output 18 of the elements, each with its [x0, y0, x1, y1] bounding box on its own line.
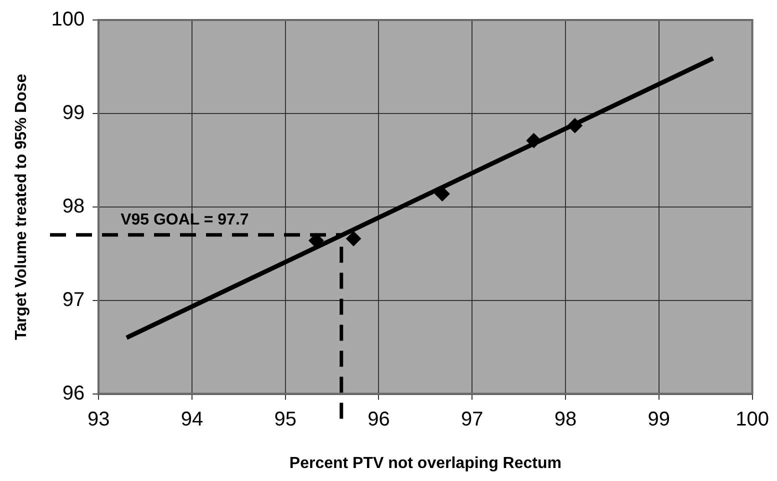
- x-tick-label: 95: [274, 408, 296, 430]
- point: [346, 231, 362, 246]
- x-tick-label: 96: [368, 408, 390, 430]
- point: [526, 133, 542, 148]
- y-tick-label: 99: [62, 102, 85, 124]
- y-axis-title: Target Volume treated to 95% Dose: [13, 74, 30, 340]
- x-tick-label: 94: [180, 408, 204, 430]
- x-tick-label: 93: [87, 408, 110, 430]
- y-tick-label: 100: [51, 8, 85, 31]
- x-tick-label: 97: [461, 408, 484, 430]
- x-axis-title: Percent PTV not overlaping Rectum: [289, 454, 562, 472]
- x-tick-label: 100: [736, 408, 770, 430]
- point: [567, 118, 582, 134]
- y-tick-label: 97: [62, 288, 85, 311]
- x-tick-label: 99: [648, 408, 670, 430]
- y-tick-label: 96: [62, 382, 85, 404]
- y-tick-label: 98: [62, 195, 85, 218]
- x-tick-label: 98: [554, 408, 577, 430]
